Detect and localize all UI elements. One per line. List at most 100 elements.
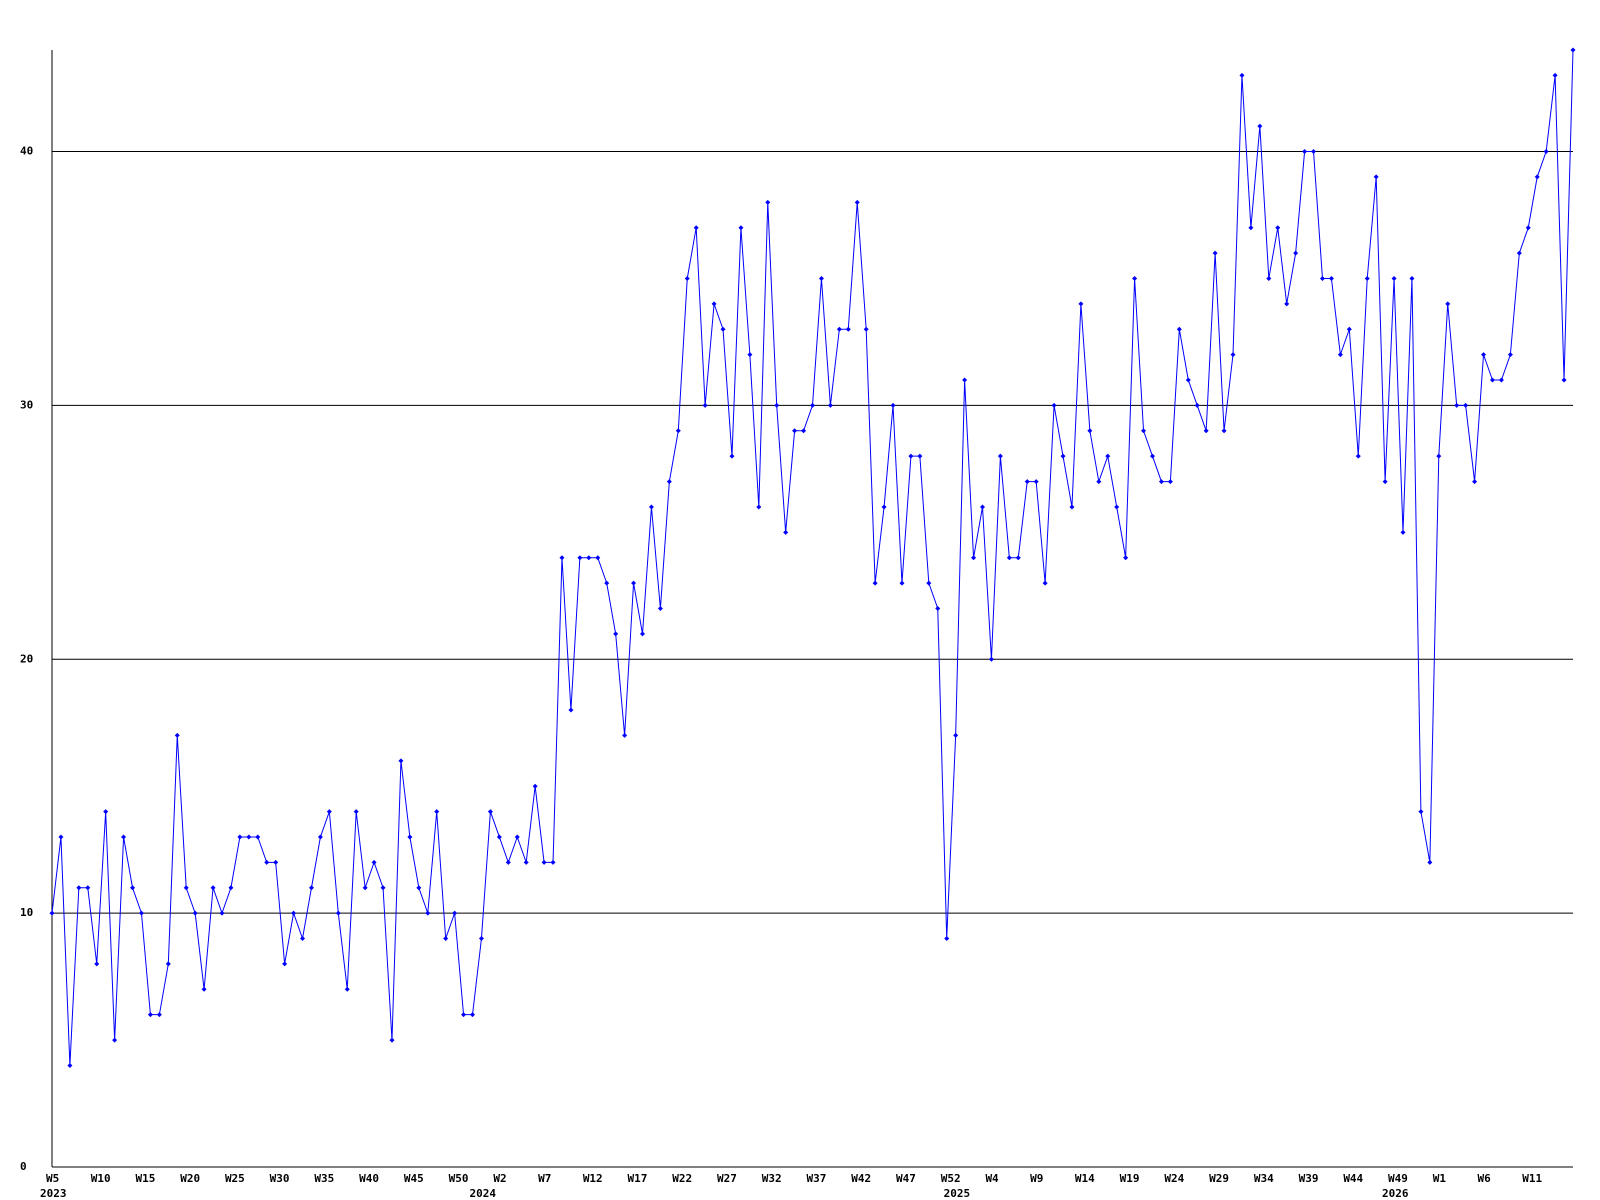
point — [720, 326, 726, 332]
point — [657, 606, 663, 611]
point — [138, 910, 144, 916]
point — [818, 275, 824, 281]
point — [1436, 453, 1442, 459]
point — [1516, 250, 1522, 256]
point — [353, 809, 359, 815]
point — [1042, 580, 1048, 586]
point — [1561, 377, 1567, 383]
x-tick-label: W12 — [583, 1172, 603, 1185]
point — [666, 479, 672, 485]
point — [362, 885, 368, 891]
point — [872, 580, 878, 586]
point — [1132, 275, 1138, 281]
point — [1293, 250, 1299, 256]
point — [908, 453, 914, 459]
x-tick-label: W42 — [851, 1172, 871, 1185]
point — [783, 529, 789, 535]
point — [648, 504, 654, 510]
point — [237, 834, 243, 840]
x-tick-label: W52 — [941, 1172, 961, 1185]
x-tick-label: W4 — [985, 1172, 999, 1185]
point — [407, 834, 413, 840]
point — [505, 859, 511, 865]
point — [935, 606, 941, 611]
point — [586, 555, 592, 561]
point — [1463, 402, 1469, 408]
point — [1123, 555, 1129, 561]
point — [962, 377, 968, 383]
point — [756, 504, 762, 510]
x-tick-label: W17 — [628, 1172, 648, 1185]
x-tick-label: W47 — [896, 1172, 916, 1185]
point — [1024, 479, 1030, 485]
point — [85, 885, 91, 891]
point — [675, 428, 681, 434]
point — [1355, 453, 1361, 459]
point — [183, 885, 189, 891]
x-tick-label: W9 — [1030, 1172, 1043, 1185]
point — [854, 199, 860, 205]
point — [300, 936, 306, 942]
x-tick-label: W44 — [1343, 1172, 1363, 1185]
point — [425, 910, 431, 916]
year-label: 2024 — [469, 1187, 496, 1200]
point — [335, 910, 341, 916]
point — [702, 402, 708, 408]
point — [1060, 453, 1066, 459]
point — [523, 859, 529, 865]
point — [979, 504, 985, 510]
y-tick-label: 30 — [20, 398, 33, 411]
point — [1114, 504, 1120, 510]
point — [76, 885, 82, 891]
point — [1257, 123, 1263, 129]
point — [478, 936, 484, 942]
point — [774, 402, 780, 408]
point — [1141, 428, 1147, 434]
point — [452, 910, 458, 916]
point — [317, 834, 323, 840]
point — [291, 910, 297, 916]
x-tick-label: W50 — [449, 1172, 469, 1185]
point — [1105, 453, 1111, 459]
point — [434, 809, 440, 815]
point — [1409, 275, 1415, 281]
point — [1337, 352, 1343, 358]
x-tick-label: W1 — [1433, 1172, 1447, 1185]
point — [1489, 377, 1495, 383]
x-tick-label: W25 — [225, 1172, 245, 1185]
y-tick-label: 40 — [20, 145, 33, 158]
x-tick-label: W34 — [1254, 1172, 1274, 1185]
point — [112, 1037, 118, 1043]
y-tick-label: 0 — [20, 1160, 27, 1173]
point — [416, 885, 422, 891]
point — [308, 885, 314, 891]
y-tick-label: 10 — [20, 906, 33, 919]
point — [389, 1037, 395, 1043]
point — [550, 859, 556, 865]
point — [1454, 402, 1460, 408]
year-label: 2023 — [40, 1187, 67, 1200]
point — [228, 885, 234, 891]
point — [1472, 479, 1478, 485]
x-tick-label: W39 — [1299, 1172, 1319, 1185]
point — [1275, 225, 1281, 231]
point — [1328, 275, 1334, 281]
point — [246, 834, 252, 840]
point — [1248, 225, 1254, 231]
point — [738, 225, 744, 231]
point — [1534, 174, 1540, 180]
y-tick-label: 20 — [20, 652, 33, 665]
point — [765, 199, 771, 205]
point — [684, 275, 690, 281]
point — [1507, 352, 1513, 358]
point — [604, 580, 610, 586]
point — [810, 402, 815, 408]
point — [1015, 555, 1021, 561]
point — [1498, 377, 1504, 383]
point — [801, 428, 807, 434]
x-tick-label: W27 — [717, 1172, 737, 1185]
point — [577, 555, 583, 561]
point — [541, 859, 547, 865]
point — [1319, 275, 1325, 281]
point — [622, 732, 628, 738]
